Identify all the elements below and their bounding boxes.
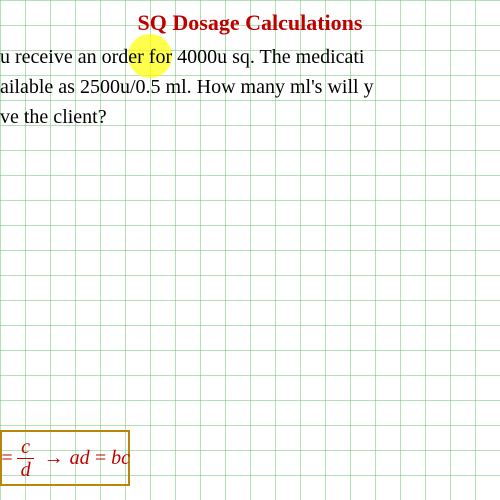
formula-numerator: c <box>17 436 34 459</box>
formula-rhs-ad: ad <box>70 447 90 470</box>
formula-rhs-bc: bc <box>111 447 130 470</box>
formula-equals: = <box>0 447 14 470</box>
formula-equals-2: = <box>94 447 108 470</box>
title-text: SQ Dosage Calculations <box>138 10 363 35</box>
problem-line-3: ve the client? <box>0 102 500 132</box>
proportion-formula-box: = c d → ad = bc <box>0 430 130 486</box>
problem-line-1: u receive an order for 4000u sq. The med… <box>0 42 500 72</box>
arrow-icon: → <box>44 447 64 470</box>
formula-fraction: c d <box>17 436 35 481</box>
problem-line-2: ailable as 2500u/0.5 ml. How many ml's w… <box>0 72 500 102</box>
page-title: SQ Dosage Calculations <box>0 10 500 36</box>
formula-denominator: d <box>17 459 35 481</box>
problem-text: u receive an order for 4000u sq. The med… <box>0 42 500 132</box>
